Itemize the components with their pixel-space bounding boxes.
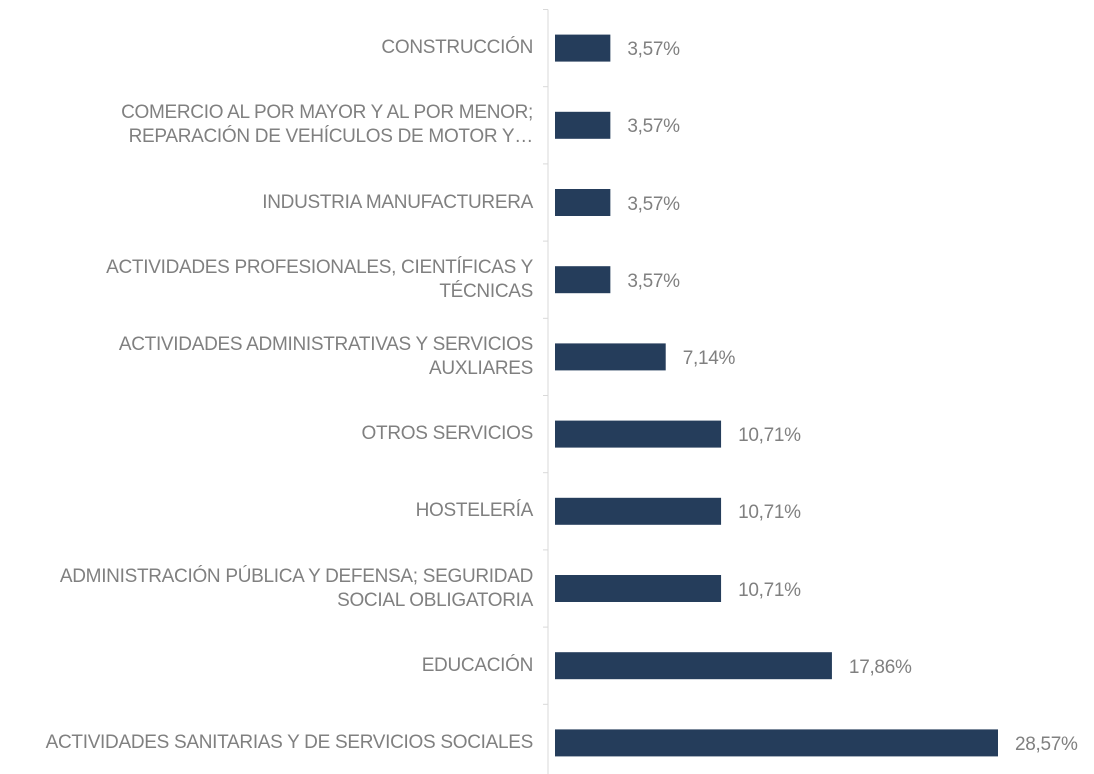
value-label: 17,86%: [848, 656, 912, 678]
bar: [555, 497, 722, 525]
value-label: 3,57%: [627, 193, 680, 215]
category-label: CONSTRUCCIÓN: [381, 37, 533, 59]
bar: [555, 420, 722, 448]
bar: [555, 652, 832, 680]
bar: [555, 111, 611, 139]
bar: [555, 189, 611, 216]
value-label: 10,71%: [738, 425, 801, 447]
value-label: 10,71%: [738, 579, 801, 601]
category-label: INDUSTRIA MANUFACTURERA: [262, 191, 533, 213]
bar: [555, 34, 611, 62]
category-label: COMERCIO AL POR MAYOR Y AL POR MENOR; RE…: [121, 102, 533, 148]
category-label: ACTIVIDADES ADMINISTRATIVAS Y SERVICIOS …: [118, 333, 533, 379]
value-label: 28,57%: [1015, 733, 1078, 755]
category-label: ACTIVIDADES SANITARIAS Y DE SERVICIOS SO…: [45, 731, 534, 753]
bar: [555, 729, 998, 757]
bar: [555, 266, 611, 294]
bar: [555, 575, 722, 602]
category-label: EDUCACIÓN: [421, 654, 534, 676]
value-label: 3,57%: [627, 39, 680, 61]
value-label: 10,71%: [738, 502, 801, 524]
category-label: ADMINISTRACIÓN PÚBLICA Y DEFENSA; SEGURI…: [59, 565, 533, 611]
category-label: HOSTELERÍA: [415, 500, 534, 522]
bar: [555, 343, 666, 371]
value-label: 3,57%: [627, 116, 680, 138]
category-label: ACTIVIDADES PROFESIONALES, CIENTÍFICAS Y…: [106, 256, 533, 302]
value-label: 3,57%: [627, 270, 680, 292]
category-label: OTROS SERVICIOS: [361, 423, 534, 445]
value-label: 7,14%: [682, 347, 736, 369]
